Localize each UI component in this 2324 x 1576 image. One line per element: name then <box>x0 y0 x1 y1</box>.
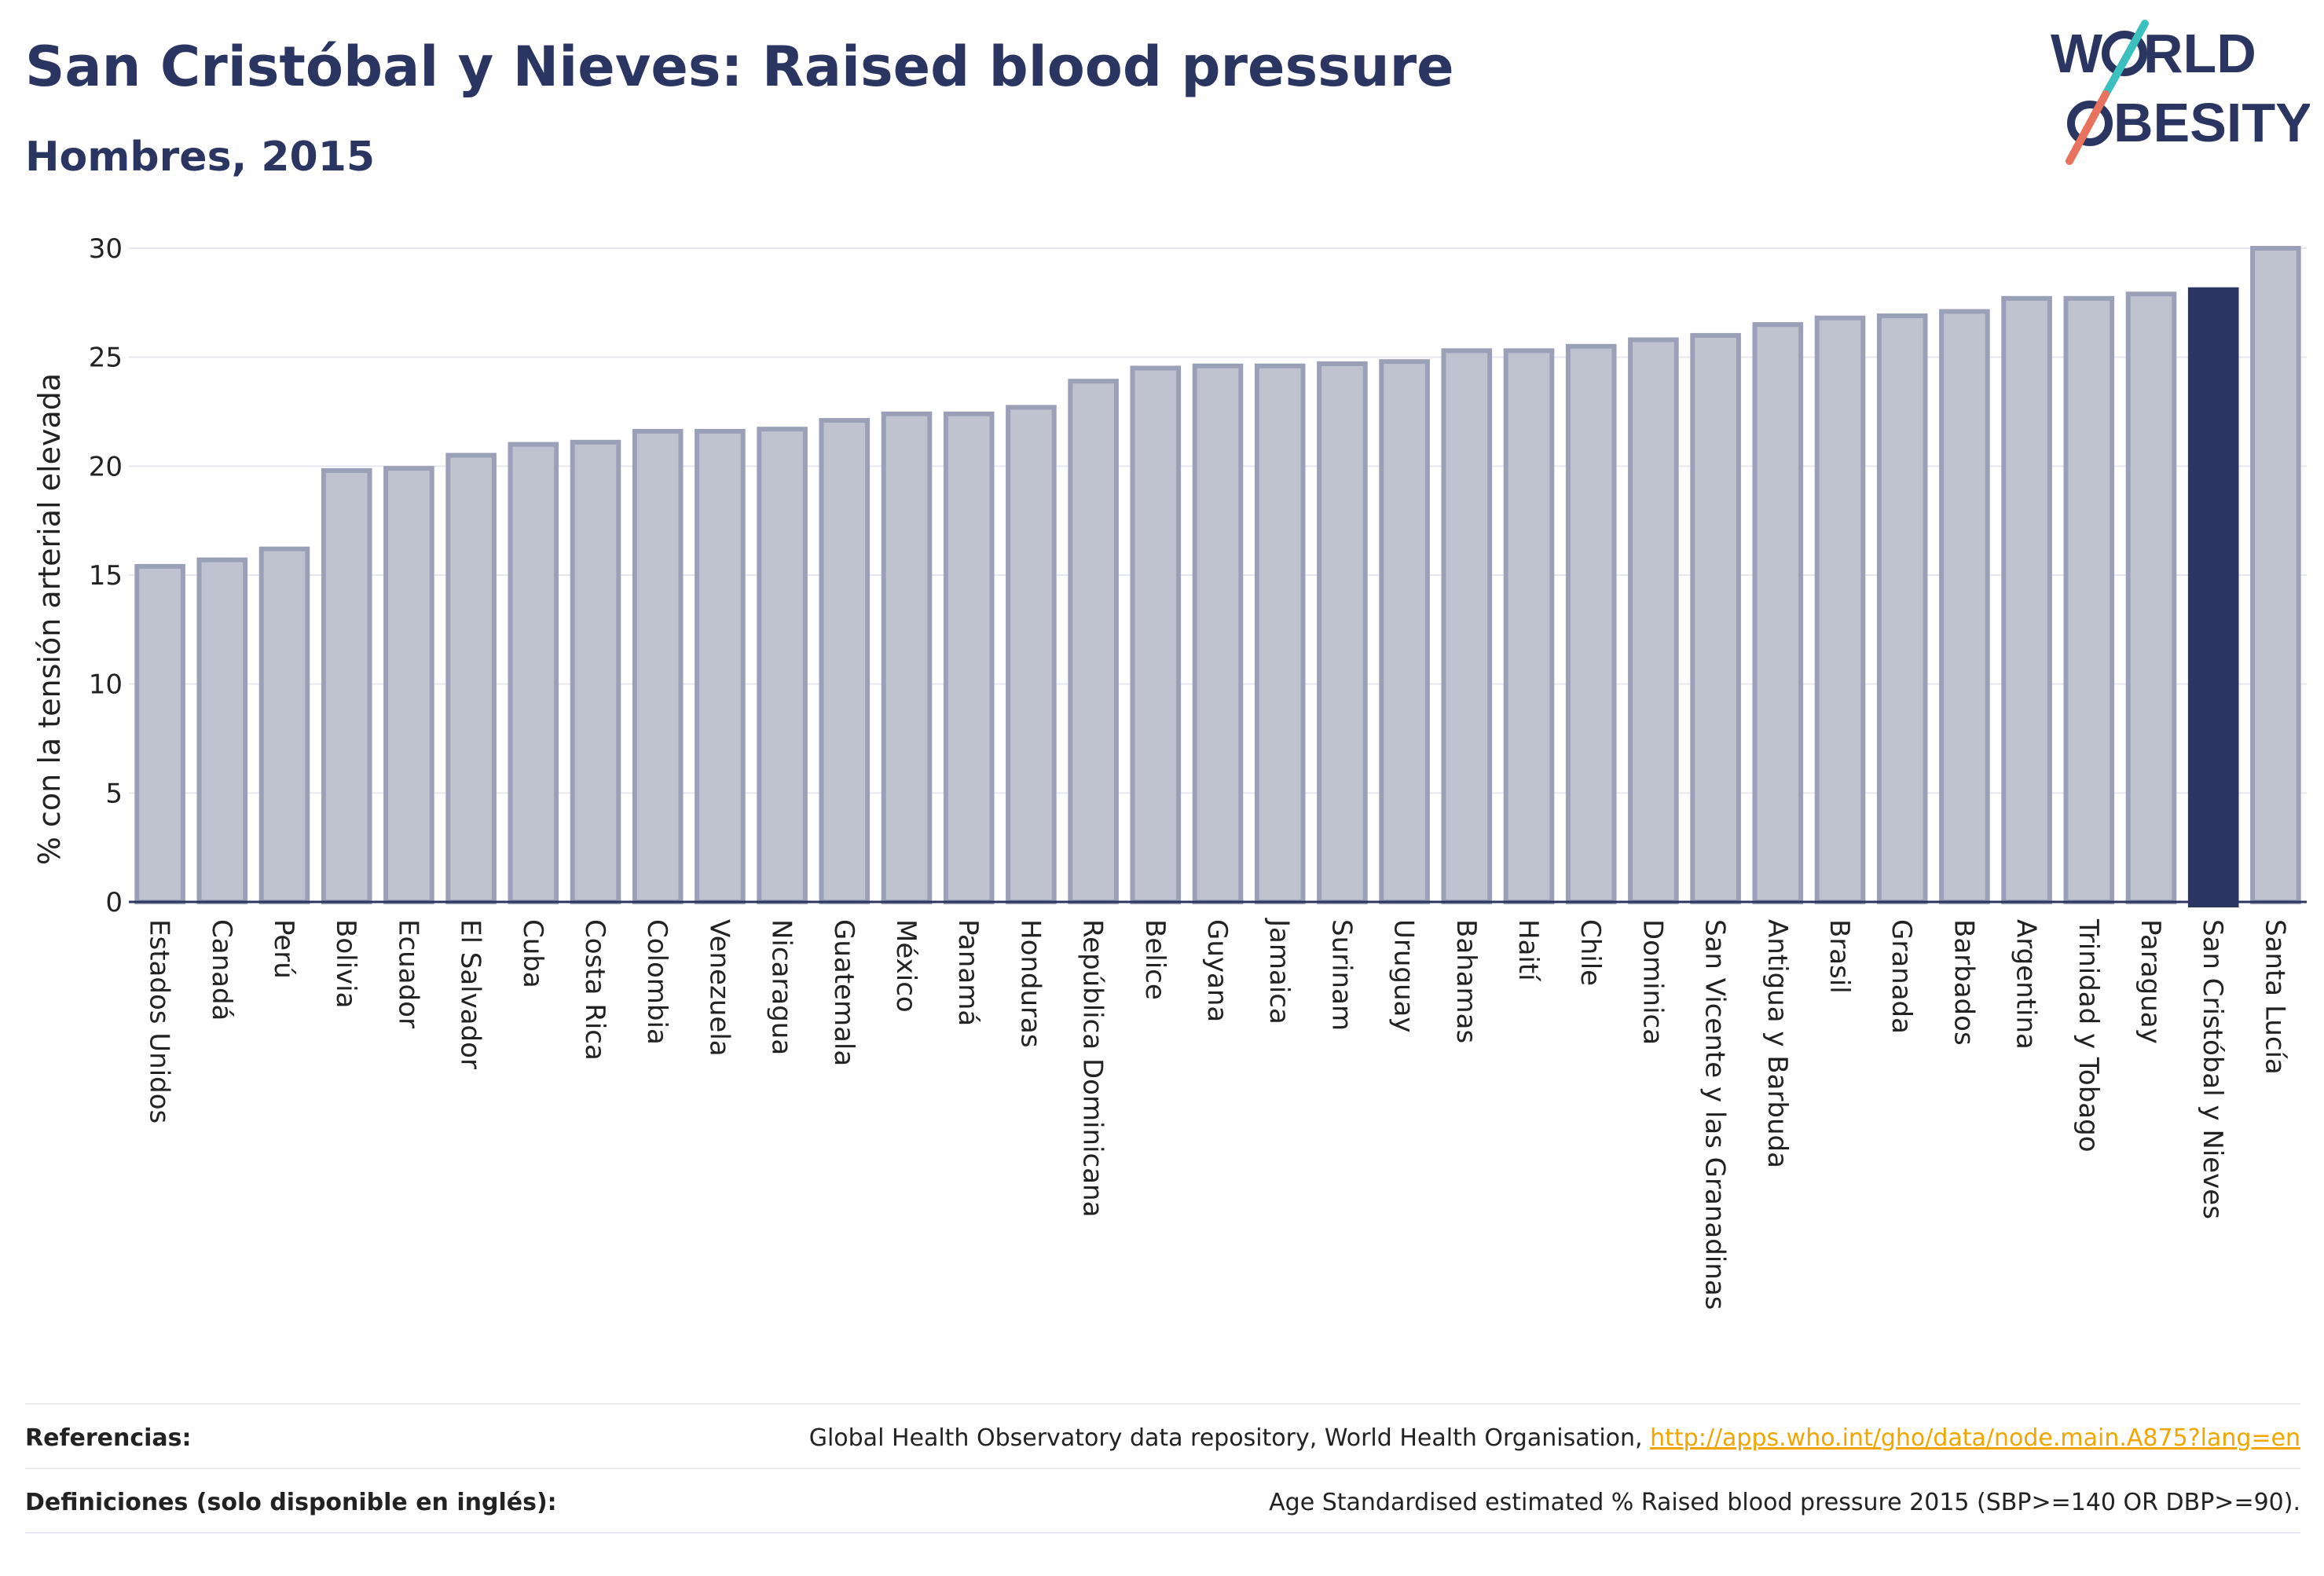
x-tick-label: Barbados <box>1948 919 1979 1046</box>
bar-canada[interactable] <box>196 557 248 904</box>
bar-argentina[interactable] <box>2001 295 2052 904</box>
references-value: Global Health Observatory data repositor… <box>809 1424 2300 1452</box>
bar-guatemala[interactable] <box>819 418 871 904</box>
bar-colombia[interactable] <box>632 428 684 904</box>
x-tick-label: El Salvador <box>455 919 486 1069</box>
bar-mexico[interactable] <box>881 411 933 904</box>
x-tick-label: Chile <box>1574 919 1606 986</box>
bar-cuba[interactable] <box>508 442 559 904</box>
x-tick-label: Cuba <box>517 919 548 988</box>
bar-trinidad-y-tobago[interactable] <box>2063 295 2115 904</box>
x-tick-label: Panamá <box>952 919 984 1026</box>
bar-peru[interactable] <box>258 546 310 904</box>
bar-el-salvador[interactable] <box>445 453 497 904</box>
x-tick-label: San Vicente y las Granadinas <box>1699 919 1731 1310</box>
y-tick-label: 5 <box>105 778 123 809</box>
x-tick-label: Antigua y Barbuda <box>1761 919 1793 1168</box>
y-tick-label: 20 <box>89 451 123 482</box>
references-text: Global Health Observatory data repositor… <box>808 1424 1643 1452</box>
x-tick-label: Dominica <box>1637 919 1668 1045</box>
x-tick-label: México <box>890 919 922 1013</box>
x-tick-label: Uruguay <box>1388 919 1420 1033</box>
x-tick-label: Belice <box>1139 919 1171 1000</box>
x-tick-label: Guatemala <box>828 919 860 1066</box>
x-tick-label: Bolivia <box>330 919 361 1008</box>
chart-title: San Cristóbal y Nieves: Raised blood pre… <box>25 35 1454 99</box>
bar-santa-lucia[interactable] <box>2250 246 2301 904</box>
x-tick-label: República Dominicana <box>1077 919 1109 1217</box>
bars <box>129 246 2307 907</box>
bar-antigua-y-barbuda[interactable] <box>1752 322 1804 905</box>
x-tick-label: Costa Rica <box>579 919 610 1061</box>
bar-estados-unidos[interactable] <box>134 563 185 904</box>
bar-brasil[interactable] <box>1814 315 1866 905</box>
bar-honduras[interactable] <box>1006 405 1057 904</box>
footer-divider-top <box>25 1403 2300 1405</box>
bar-san-vicente-y-las-granadinas[interactable] <box>1690 332 1741 904</box>
footer-divider-bottom <box>25 1532 2300 1534</box>
x-tick-label: Trinidad y Tobago <box>2073 918 2104 1153</box>
bar-haiti[interactable] <box>1503 348 1555 904</box>
svg-text:RLD: RLD <box>2143 23 2256 84</box>
world-obesity-logo: W RLD BESITY <box>2051 20 2310 165</box>
x-tick-label: Canadá <box>206 919 237 1021</box>
bar-republica-dominicana[interactable] <box>1068 379 1119 904</box>
bar-venezuela[interactable] <box>695 428 746 904</box>
x-tick-label: Colombia <box>641 919 673 1045</box>
bar-guyana[interactable] <box>1192 363 1244 904</box>
references-row: Referencias: Global Health Observatory d… <box>25 1406 2300 1469</box>
bar-uruguay[interactable] <box>1379 359 1430 905</box>
svg-text:BESITY: BESITY <box>2113 92 2310 153</box>
bar-jamaica[interactable] <box>1254 363 1306 904</box>
x-tick-label: Argentina <box>2011 919 2042 1050</box>
definitions-text: Age Standardised estimated % Raised bloo… <box>1269 1488 2300 1516</box>
bar-costa-rica[interactable] <box>570 439 621 904</box>
references-label: Referencias: <box>25 1424 192 1452</box>
definitions-row: Definiciones (solo disponible en inglés)… <box>25 1471 2300 1534</box>
x-tick-label: Paraguay <box>2135 919 2166 1044</box>
bar-belice[interactable] <box>1130 365 1182 904</box>
bar-granada[interactable] <box>1876 313 1928 904</box>
footer-divider-middle <box>25 1468 2300 1469</box>
bar-san-cristobal-y-nieves[interactable] <box>2187 287 2239 907</box>
y-axis-ticks: 0 5 10 15 20 25 30 <box>89 233 123 918</box>
x-tick-label: Surinam <box>1325 919 1357 1031</box>
bar-surinam[interactable] <box>1317 361 1368 904</box>
references-link[interactable]: http://apps.who.int/gho/data/node.main.A… <box>1650 1424 2300 1452</box>
y-tick-label: 30 <box>89 233 123 265</box>
bar-chart: 0 5 10 15 20 25 30 Estados Unidos Canadá Perú Bol… <box>32 233 2307 1310</box>
x-tick-label: San Cristóbal y Nieves <box>2197 919 2228 1219</box>
y-axis-label: % con la tensión arterial elevada <box>32 373 67 865</box>
y-tick-label: 25 <box>89 343 123 374</box>
bar-panama[interactable] <box>943 411 995 904</box>
x-tick-label: Santa Lucía <box>2259 919 2290 1075</box>
x-tick-label: Guyana <box>1201 919 1233 1022</box>
chart-subtitle: Hombres, 2015 <box>25 134 376 181</box>
x-tick-label: Estados Unidos <box>144 919 175 1123</box>
svg-text:W: W <box>2051 23 2102 84</box>
y-tick-label: 10 <box>89 669 123 701</box>
definitions-label: Definiciones (solo disponible en inglés)… <box>25 1488 557 1516</box>
x-axis-ticks: Estados Unidos Canadá Perú Bolivia Ecuador El… <box>144 918 2291 1310</box>
bar-bolivia[interactable] <box>321 467 372 904</box>
bar-nicaragua[interactable] <box>757 427 808 904</box>
y-tick-label: 0 <box>105 887 123 918</box>
x-tick-label: Bahamas <box>1450 919 1482 1043</box>
x-tick-label: Honduras <box>1014 919 1046 1048</box>
x-tick-label: Venezuela <box>703 919 735 1057</box>
x-tick-label: Perú <box>268 919 299 979</box>
bar-ecuador[interactable] <box>383 466 434 904</box>
x-tick-label: Jamaica <box>1263 918 1295 1024</box>
x-tick-label: Ecuador <box>392 919 423 1028</box>
bar-dominica[interactable] <box>1628 337 1679 905</box>
bar-barbados[interactable] <box>1939 309 1990 904</box>
bar-chile[interactable] <box>1565 343 1617 904</box>
x-tick-label: Brasil <box>1824 919 1855 994</box>
x-tick-label: Nicaragua <box>766 919 797 1055</box>
x-tick-label: Haití <box>1512 919 1544 982</box>
y-tick-label: 15 <box>89 560 123 592</box>
bar-paraguay[interactable] <box>2125 291 2177 904</box>
x-tick-label: Granada <box>1886 919 1917 1034</box>
bar-bahamas[interactable] <box>1441 348 1493 904</box>
